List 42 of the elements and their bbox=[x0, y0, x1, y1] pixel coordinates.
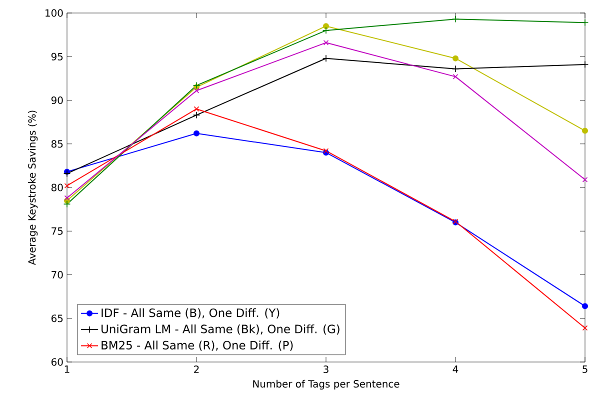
point bbox=[322, 54, 330, 62]
point bbox=[323, 23, 329, 30]
y-tick-label: 65 bbox=[52, 314, 63, 322]
legend-label: BM25 - All Same (R), One Diff. (P) bbox=[102, 340, 293, 351]
x-axis-title: Number of Tags per Sentence bbox=[253, 380, 400, 390]
point bbox=[582, 128, 588, 134]
point bbox=[452, 55, 459, 62]
point bbox=[452, 65, 460, 72]
y-tick-label: 60 bbox=[52, 358, 63, 366]
y-axis-title: Average Keystroke Savings (%) bbox=[28, 110, 38, 266]
y-tick-label: 80 bbox=[51, 184, 63, 192]
point bbox=[581, 60, 589, 68]
point bbox=[63, 170, 71, 178]
x-tick-label: 4 bbox=[452, 366, 458, 373]
legend-label: UniGram LM - All Same (Bk), One Diff. (G) bbox=[102, 324, 340, 335]
x-tick-label: 2 bbox=[194, 366, 199, 373]
point bbox=[582, 303, 588, 310]
y-tick-label: 90 bbox=[51, 96, 63, 104]
point bbox=[194, 106, 200, 112]
legend-label: IDF - All Same (B), One Diff. (Y) bbox=[102, 308, 280, 318]
y-tick-label: 95 bbox=[51, 52, 63, 60]
point bbox=[452, 16, 460, 23]
point bbox=[582, 176, 588, 182]
point bbox=[64, 195, 70, 201]
y-tick-label: 70 bbox=[52, 270, 63, 279]
point bbox=[452, 74, 458, 80]
x-tick-label: 3 bbox=[324, 366, 328, 374]
y-tick-label: 100 bbox=[46, 9, 63, 17]
y-tick-label: 85 bbox=[51, 140, 63, 148]
x-tick-label: 5 bbox=[582, 366, 588, 373]
point bbox=[194, 88, 200, 94]
point bbox=[323, 40, 329, 46]
point bbox=[64, 183, 70, 188]
point bbox=[63, 200, 71, 208]
y-tick-label: 75 bbox=[52, 227, 63, 235]
point bbox=[581, 19, 589, 26]
point bbox=[192, 111, 200, 119]
x-tick-label: 1 bbox=[64, 366, 70, 373]
point bbox=[582, 325, 588, 331]
point bbox=[322, 26, 330, 34]
point bbox=[192, 82, 200, 90]
point bbox=[194, 130, 200, 136]
